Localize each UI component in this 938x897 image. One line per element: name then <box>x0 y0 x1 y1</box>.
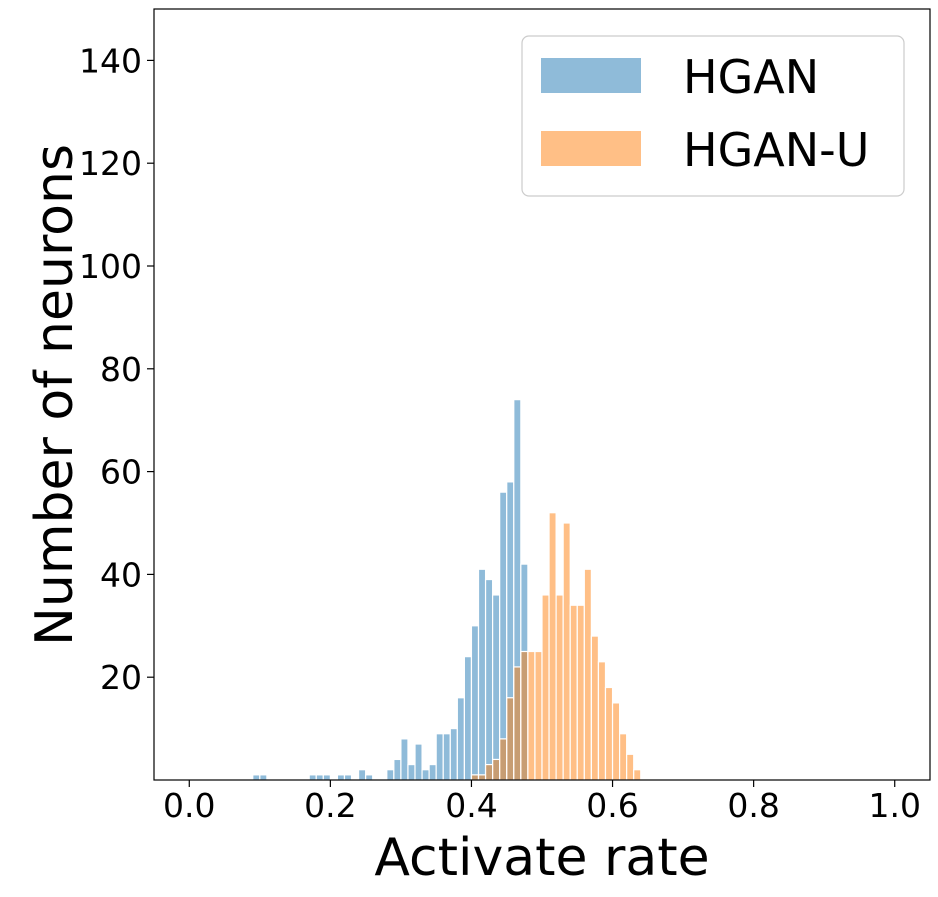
x-tick-label: 0.0 <box>163 786 215 825</box>
x-tick-label: 0.2 <box>304 786 356 825</box>
bar-hgan-21 <box>336 774 346 781</box>
y-axis-title: Number of neurons <box>25 144 85 646</box>
ticks-layer: 0.0 0.2 0.4 0.6 0.8 1.0 20 40 60 80 100 120 140 <box>79 41 921 825</box>
bar-hgan-19 <box>322 774 331 781</box>
bar-hgan-u-63 <box>633 769 642 781</box>
y-tick-label: 20 <box>100 658 142 697</box>
bar-hgan-30 <box>400 738 409 781</box>
bar-hgan-25 <box>365 774 374 781</box>
bar-hgan-u-58 <box>597 661 607 781</box>
bar-hgan-28 <box>386 769 395 781</box>
bars-layer <box>252 399 642 781</box>
bar-hgan-u-62 <box>626 753 635 781</box>
bar-hgan-31 <box>407 763 416 781</box>
bar-hgan-u-51 <box>548 512 557 781</box>
bar-hgan-42 <box>484 578 494 781</box>
bar-hgan-37 <box>449 727 458 781</box>
bar-hgan-u-50 <box>541 594 550 781</box>
bar-hgan-41 <box>477 568 487 781</box>
legend-swatch-hgan <box>541 58 641 93</box>
series-hgan-u <box>470 512 642 781</box>
y-tick-label: 100 <box>79 247 142 286</box>
bar-hgan-39 <box>463 656 473 781</box>
legend-label-hgan: HGAN <box>683 50 819 104</box>
bar-hgan-40 <box>470 625 480 781</box>
bar-hgan-36 <box>442 733 451 781</box>
bar-hgan-u-56 <box>583 568 592 781</box>
bar-hgan-32 <box>414 743 423 781</box>
y-tick-label: 120 <box>79 144 142 183</box>
bar-hgan-u-59 <box>604 686 614 781</box>
bar-hgan-u-45 <box>506 697 515 781</box>
bar-hgan-u-48 <box>527 650 536 781</box>
bar-hgan-u-43 <box>492 758 501 781</box>
bar-hgan-18 <box>315 774 324 781</box>
bar-hgan-35 <box>435 733 444 781</box>
bar-hgan-u-49 <box>534 650 543 781</box>
bar-hgan-u-41 <box>477 774 487 781</box>
y-tick-label: 40 <box>100 555 142 594</box>
bar-hgan-u-42 <box>484 763 494 781</box>
y-tick-label: 60 <box>100 453 142 492</box>
bar-hgan-u-44 <box>499 738 508 781</box>
y-tick-label: 80 <box>100 350 142 389</box>
legend-swatch-hgan-u <box>541 131 641 166</box>
y-tick-label: 140 <box>79 41 142 80</box>
bar-hgan-38 <box>456 697 466 781</box>
bar-hgan-u-53 <box>562 522 571 781</box>
bar-hgan-u-57 <box>590 635 600 781</box>
bar-hgan-29 <box>393 758 402 781</box>
legend: HGAN HGAN-U <box>521 35 905 197</box>
bar-hgan-10 <box>259 774 268 781</box>
x-tick-label: 0.8 <box>727 786 779 825</box>
bar-hgan-u-52 <box>555 594 564 781</box>
bar-hgan-u-54 <box>569 604 578 781</box>
legend-label-hgan-u: HGAN-U <box>683 123 869 177</box>
x-tick-label: 0.4 <box>445 786 497 825</box>
plot-frame <box>153 8 931 781</box>
bar-hgan-u-40 <box>470 774 480 781</box>
bar-hgan-u-60 <box>611 702 621 781</box>
bar-hgan-34 <box>428 763 437 781</box>
bar-hgan-44 <box>499 491 508 781</box>
bar-hgan-u-61 <box>618 733 628 781</box>
bar-hgan-17 <box>308 774 317 781</box>
bar-hgan-22 <box>343 774 353 781</box>
bar-hgan-9 <box>252 774 261 781</box>
bar-hgan-u-47 <box>520 650 529 781</box>
series-hgan <box>252 399 529 781</box>
x-tick-label: 0.6 <box>586 786 638 825</box>
bar-hgan-u-46 <box>513 666 522 781</box>
x-tick-label: 1.0 <box>868 786 920 825</box>
bar-hgan-u-55 <box>576 604 585 781</box>
x-axis-title: Activate rate <box>374 828 709 888</box>
bar-hgan-33 <box>421 769 430 781</box>
bar-hgan-43 <box>492 594 501 781</box>
bar-hgan-24 <box>357 769 367 781</box>
